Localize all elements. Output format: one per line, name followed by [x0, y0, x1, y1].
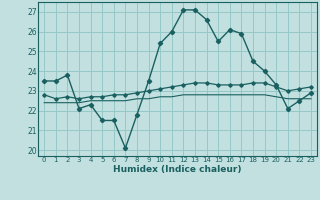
X-axis label: Humidex (Indice chaleur): Humidex (Indice chaleur) — [113, 165, 242, 174]
